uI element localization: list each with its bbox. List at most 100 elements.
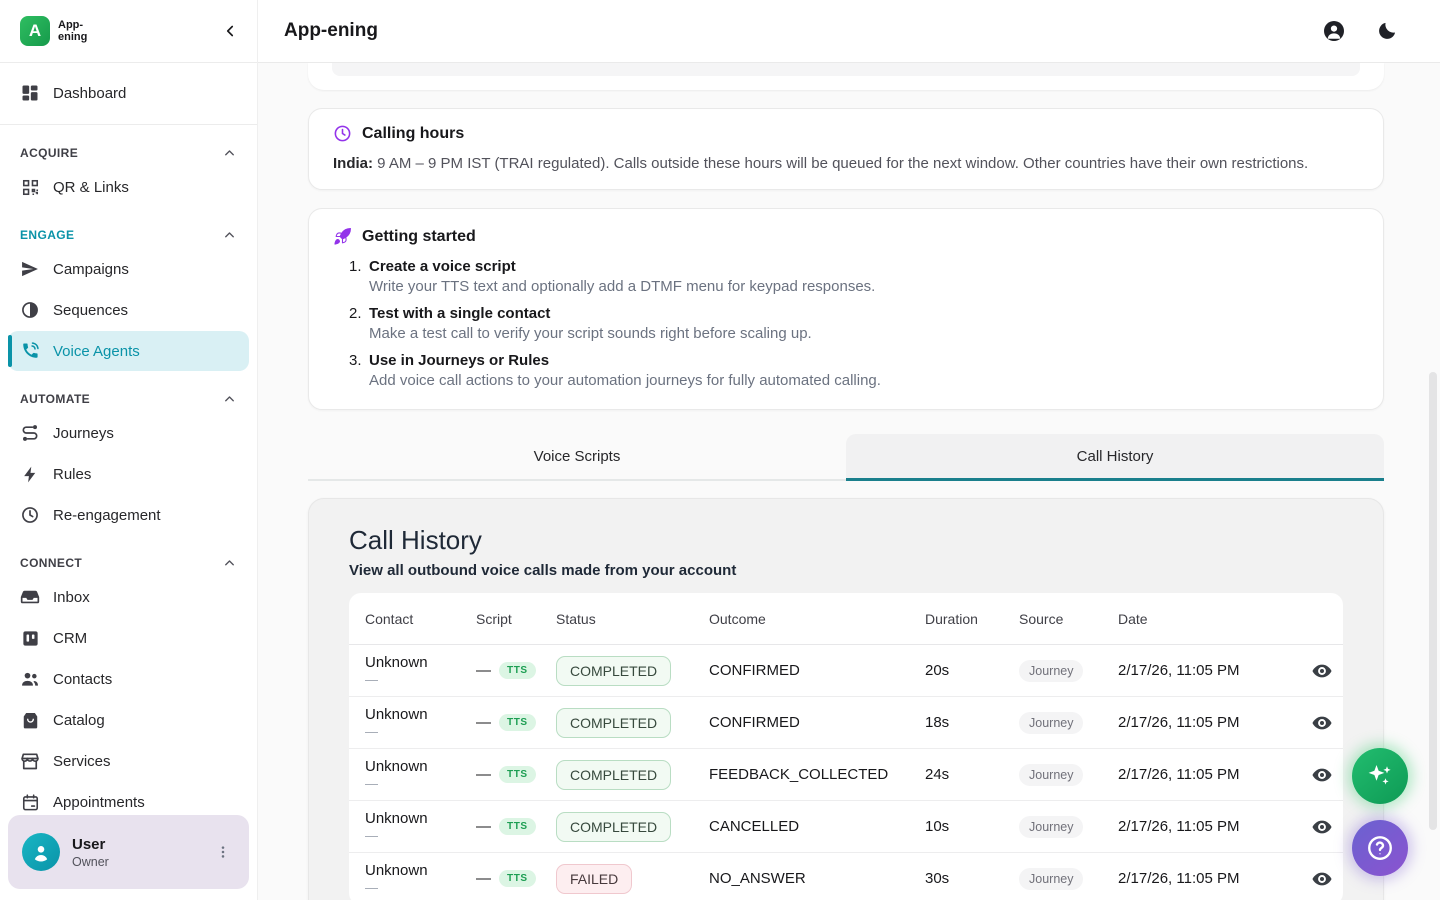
app-logo: A — [20, 16, 50, 46]
view-call-button[interactable] — [1299, 660, 1343, 682]
main-content: Calling hours India: 9 AM – 9 PM IST (TR… — [258, 63, 1440, 900]
view-call-button[interactable] — [1299, 712, 1343, 734]
sidebar-item-label: CRM — [53, 629, 88, 647]
ai-assistant-button[interactable] — [1352, 748, 1408, 804]
sidebar-item-journeys[interactable]: Journeys — [8, 413, 249, 453]
sidebar-item-crm[interactable]: CRM — [8, 618, 249, 658]
view-call-button[interactable] — [1299, 764, 1343, 786]
sidebar-item-qr-links[interactable]: QR & Links — [8, 167, 249, 207]
clock-icon — [334, 125, 351, 142]
sidebar-item-catalog[interactable]: Catalog — [8, 700, 249, 740]
script-cell: — TTS — [476, 766, 556, 783]
date-cell: 2/17/26, 11:05 PM — [1118, 818, 1240, 835]
sidebar-item-label: Contacts — [53, 670, 113, 688]
duration-cell: 30s — [925, 870, 950, 887]
view-call-button[interactable] — [1299, 868, 1343, 890]
sidebar-item-label: Dashboard — [53, 84, 127, 102]
calendar-icon — [20, 792, 40, 812]
script-cell: — TTS — [476, 818, 556, 835]
table-row: Unknown — — TTS FAILED NO_ANSWER 30s Journ… — [349, 853, 1343, 900]
app-logo-text: App- ening — [58, 18, 88, 43]
status-badge: COMPLETED — [556, 759, 672, 790]
top-bar: App-ening — [258, 0, 1440, 63]
contact-cell: Unknown — — [365, 758, 428, 791]
help-button[interactable] — [1352, 820, 1408, 876]
active-accent-bar — [8, 335, 12, 367]
eye-icon — [1312, 768, 1332, 781]
chevron-left-icon — [226, 25, 234, 37]
outcome-cell: CONFIRMED — [709, 714, 800, 731]
sidebar-item-contacts[interactable]: Contacts — [8, 659, 249, 699]
sidebar-item-label: Re-engagement — [53, 506, 161, 524]
sidebar-item-appointments[interactable]: Appointments — [8, 782, 249, 822]
inbox-icon — [20, 587, 40, 607]
outcome-cell: FEEDBACK_COLLECTED — [709, 766, 889, 783]
sidebar-item-label: Rules — [53, 465, 92, 483]
sidebar-item-voice-agents[interactable]: Voice Agents — [8, 331, 249, 371]
source-badge: Journey — [1019, 763, 1084, 786]
step-item: 1. Create a voice script Write your TTS … — [349, 258, 876, 295]
outcome-cell: CONFIRMED — [709, 662, 800, 679]
sidebar-item-re-engagement[interactable]: Re-engagement — [8, 495, 249, 535]
calling-hours-text: India: 9 AM – 9 PM IST (TRAI regulated).… — [333, 155, 1309, 172]
source-badge: Journey — [1019, 815, 1084, 838]
sidebar-item-label: Inbox — [53, 588, 90, 606]
sidebar-item-dashboard[interactable]: Dashboard — [8, 73, 249, 113]
date-cell: 2/17/26, 11:05 PM — [1118, 714, 1240, 731]
tab-voice-scripts[interactable]: Voice Scripts — [308, 434, 846, 481]
sidebar-section-acquire[interactable]: ACQUIRE — [8, 139, 249, 167]
rocket-icon — [334, 228, 351, 245]
table-row: Unknown — — TTS COMPLETED FEEDBACK_COLLECT… — [349, 749, 1343, 801]
contrast-icon — [20, 300, 40, 320]
view-call-button[interactable] — [1299, 816, 1343, 838]
tab-call-history[interactable]: Call History — [846, 434, 1384, 481]
script-cell: — TTS — [476, 662, 556, 679]
sidebar-item-inbox[interactable]: Inbox — [8, 577, 249, 617]
contact-cell: Unknown — — [365, 706, 428, 739]
sidebar-section-automate[interactable]: AUTOMATE — [8, 385, 249, 413]
sidebar-item-sequences[interactable]: Sequences — [8, 290, 249, 330]
sidebar-section-engage[interactable]: ENGAGE — [8, 221, 249, 249]
getting-started-title: Getting started — [362, 227, 476, 245]
dark-mode-toggle[interactable] — [1376, 20, 1398, 42]
duration-cell: 18s — [925, 714, 950, 731]
phone-call-icon — [20, 341, 40, 361]
step-item: 3. Use in Journeys or Rules Add voice ca… — [349, 352, 881, 389]
sidebar-item-campaigns[interactable]: Campaigns — [8, 249, 249, 289]
user-icon — [34, 846, 48, 862]
outcome-cell: NO_ANSWER — [709, 870, 806, 887]
eye-icon — [1312, 716, 1332, 729]
tab-bar: Voice Scripts Call History — [308, 434, 1384, 481]
calling-hours-card: Calling hours India: 9 AM – 9 PM IST (TR… — [308, 108, 1384, 190]
date-cell: 2/17/26, 11:05 PM — [1118, 870, 1240, 887]
sidebar-item-rules[interactable]: Rules — [8, 454, 249, 494]
getting-started-card: Getting started 1. Create a voice script… — [308, 208, 1384, 410]
previous-card-partial — [308, 63, 1384, 90]
sidebar-item-label: Sequences — [53, 301, 129, 319]
sidebar-item-services[interactable]: Services — [8, 741, 249, 781]
sidebar-collapse-button[interactable] — [221, 22, 239, 40]
date-cell: 2/17/26, 11:05 PM — [1118, 662, 1240, 679]
eye-icon — [1312, 820, 1332, 833]
users-icon — [20, 669, 40, 689]
question-circle-icon — [1368, 836, 1392, 860]
moon-icon — [1379, 22, 1396, 39]
status-badge: COMPLETED — [556, 811, 672, 842]
table-row: Unknown — — TTS COMPLETED CONFIRMED 20s Jo… — [349, 645, 1343, 697]
account-button[interactable] — [1322, 19, 1346, 43]
call-history-subtitle: View all outbound voice calls made from … — [349, 562, 737, 579]
sidebar-section-connect[interactable]: CONNECT — [8, 549, 249, 577]
user-info: User Owner — [72, 836, 109, 869]
status-badge: FAILED — [556, 863, 633, 894]
user-menu-button[interactable] — [211, 840, 235, 864]
scrollbar[interactable] — [1429, 372, 1437, 830]
user-name: User — [72, 835, 106, 853]
calling-hours-title: Calling hours — [362, 124, 465, 142]
contact-cell: Unknown — — [365, 810, 428, 843]
user-card[interactable]: User Owner — [8, 815, 249, 889]
tts-badge: TTS — [499, 766, 536, 783]
date-cell: 2/17/26, 11:05 PM — [1118, 766, 1240, 783]
contact-cell: Unknown — — [365, 654, 428, 687]
sidebar: A App- ening Dashboard ACQUIRE QR & Link… — [0, 0, 258, 900]
route-icon — [20, 423, 40, 443]
